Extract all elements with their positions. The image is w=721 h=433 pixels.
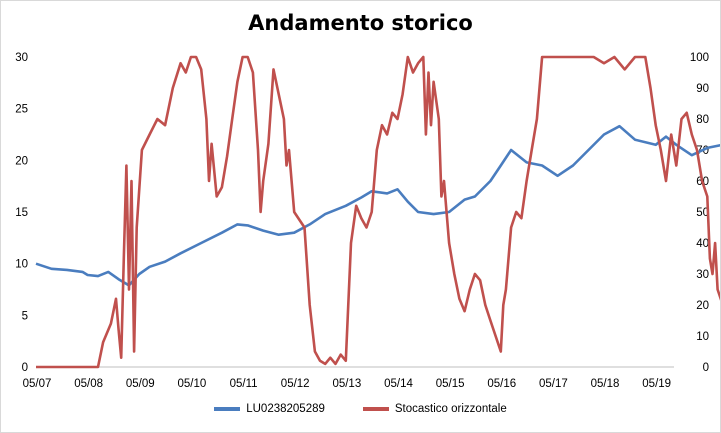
- legend-label: LU0238205289: [246, 403, 325, 415]
- x-tick-label: 05/16: [487, 378, 516, 390]
- series-line-lu0238205289: [35, 124, 720, 287]
- legend-swatch-blue: [214, 407, 241, 411]
- right-tick-label: 10: [696, 331, 709, 343]
- right-tick-label: 90: [696, 83, 709, 95]
- left-tick-label: 5: [22, 310, 28, 322]
- series-line-stocastico: [36, 55, 720, 369]
- x-tick-label: 05/09: [126, 378, 155, 390]
- x-tick-label: 05/10: [178, 378, 207, 390]
- x-tick-label: 05/14: [384, 378, 413, 390]
- legend-entry-lu0238205289[interactable]: LU0238205289: [214, 403, 325, 415]
- right-tick-label: 50: [696, 207, 709, 219]
- left-tick-label: 15: [15, 207, 28, 219]
- x-tick-label: 05/08: [74, 378, 103, 390]
- chart-title: Andamento storico: [248, 11, 473, 35]
- right-tick-label: 30: [696, 269, 709, 281]
- series-layer: [35, 55, 720, 369]
- x-tick-label: 05/11: [230, 378, 258, 390]
- legend-entry-stocastico[interactable]: Stocastico orizzontale: [362, 403, 507, 415]
- left-tick-label: 25: [15, 104, 28, 116]
- x-tick-label: 05/19: [642, 378, 671, 390]
- legend-swatch-red: [362, 407, 389, 411]
- left-tick-label: 10: [15, 259, 28, 271]
- x-tick-label: 05/18: [591, 378, 620, 390]
- right-tick-label: 20: [696, 300, 709, 312]
- x-tick-label: 05/12: [281, 378, 310, 390]
- x-axis: 05/07 05/08 05/09 05/10 05/11 05/12 05/13 05/14…: [23, 378, 671, 390]
- x-tick-label: 05/07: [23, 378, 52, 390]
- legend: LU0238205289 Stocastico orizzontale: [1, 403, 720, 415]
- x-tick-label: 05/17: [539, 378, 568, 390]
- left-tick-label: 30: [15, 52, 28, 64]
- legend-label: Stocastico orizzontale: [394, 403, 507, 415]
- right-tick-label: 100: [690, 52, 709, 64]
- left-tick-label: 0: [22, 362, 28, 374]
- x-tick-label: 05/15: [436, 378, 465, 390]
- right-tick-label: 0: [703, 362, 709, 374]
- left-axis: 0 5 10 15 20 25 30: [15, 52, 28, 374]
- left-tick-label: 20: [15, 155, 28, 167]
- x-tick-label: 05/13: [332, 378, 361, 390]
- right-tick-label: 80: [696, 114, 709, 126]
- right-tick-label: 40: [696, 238, 709, 250]
